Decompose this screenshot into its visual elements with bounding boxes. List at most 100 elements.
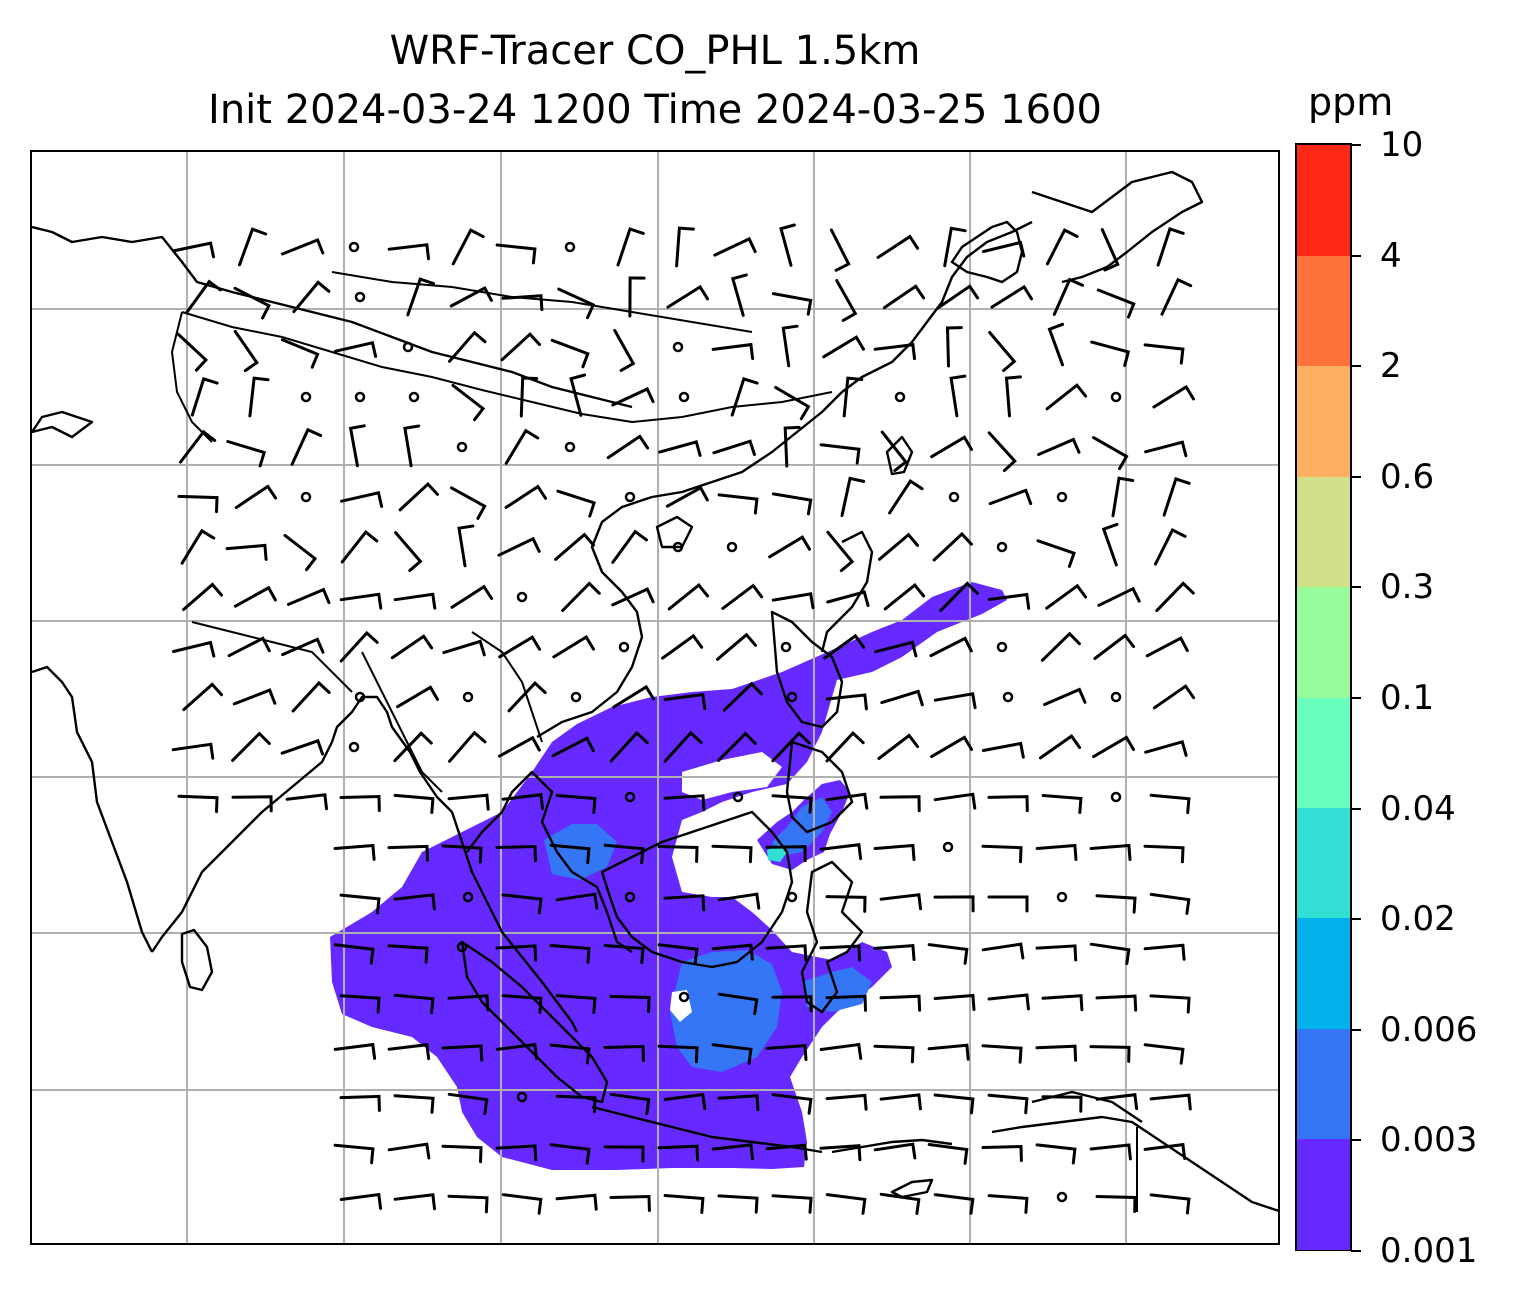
calm-wind-marker	[1056, 891, 1068, 903]
wind-barb	[1144, 440, 1188, 458]
wind-barb	[716, 632, 757, 661]
wind-barb	[340, 491, 384, 508]
wind-barb	[603, 1145, 645, 1163]
wind-barb	[823, 633, 866, 660]
wind-barb	[339, 630, 379, 663]
colorbar-segment	[1297, 255, 1350, 367]
wind-barb	[290, 427, 323, 466]
wind-barb	[185, 279, 222, 314]
wind-barb	[1041, 1095, 1083, 1113]
wind-barb	[990, 284, 1033, 309]
colorbar-tick-label: 0.006	[1380, 1009, 1478, 1050]
wind-barb	[609, 730, 649, 763]
calm-wind-marker	[348, 741, 360, 753]
wind-barb	[927, 1143, 969, 1165]
wind-barb	[1089, 843, 1132, 861]
wind-barb	[1004, 375, 1022, 418]
colorbar-tick	[1351, 254, 1361, 257]
wind-barb	[1090, 340, 1131, 367]
wind-barb	[1149, 994, 1191, 1014]
wind-barb	[1035, 843, 1078, 861]
wind-barb	[888, 479, 924, 515]
wind-barb	[1036, 539, 1076, 568]
wind-barb	[771, 1093, 813, 1115]
wind-barb	[177, 794, 219, 814]
wind-barb	[609, 1092, 651, 1116]
wind-barb	[1160, 277, 1193, 316]
wind-barb	[182, 682, 223, 712]
wind-barb	[1097, 586, 1141, 607]
wind-barb	[929, 636, 973, 658]
wind-barb	[1095, 994, 1138, 1012]
wind-barb	[825, 730, 865, 763]
wind-barb	[1143, 1043, 1185, 1065]
wind-barb	[661, 633, 704, 660]
wind-barb	[441, 1144, 483, 1164]
wind-barb	[285, 793, 328, 811]
wind-barb	[930, 735, 973, 759]
wind-barb	[987, 431, 1017, 472]
map-panel	[30, 150, 1280, 1245]
wind-barb	[333, 1042, 377, 1060]
wind-barb	[387, 944, 429, 964]
coast-china-south	[651, 391, 843, 499]
wind-barb	[819, 443, 861, 465]
wind-barb	[340, 529, 379, 564]
wind-barb	[1052, 277, 1084, 316]
wind-barb	[988, 331, 1017, 372]
colorbar-tick-label: 0.6	[1380, 456, 1435, 497]
wind-barb	[561, 581, 601, 612]
wind-barb	[180, 528, 216, 565]
map-title-line1: WRF-Tracer CO_PHL 1.5km	[389, 28, 921, 74]
wind-barb	[1162, 477, 1191, 517]
map-canvas	[32, 152, 1278, 1243]
wind-barb	[231, 731, 271, 762]
wind-barb	[1047, 322, 1065, 367]
wind-barb	[182, 582, 223, 611]
wind-barb	[765, 1143, 808, 1161]
border-himalaya	[191, 621, 353, 693]
wind-barb	[1143, 844, 1185, 864]
wind-barb	[339, 893, 381, 915]
wind-barb	[933, 1193, 975, 1215]
wind-barb	[1149, 1093, 1192, 1111]
wind-barb	[657, 1144, 700, 1162]
wind-barb	[1035, 1044, 1078, 1062]
wind-barb	[333, 843, 376, 861]
wind-barb	[556, 489, 596, 518]
colorbar-tick-label: 0.003	[1380, 1120, 1478, 1161]
wind-barb	[873, 343, 916, 361]
wind-barb	[280, 238, 325, 256]
wind-barb	[555, 994, 597, 1014]
wind-barb	[1143, 943, 1186, 961]
wind-barb	[292, 280, 331, 314]
colorbar-segment	[1297, 145, 1350, 256]
colorbar-tick	[1351, 1250, 1361, 1252]
calm-wind-marker	[624, 791, 636, 803]
wind-barb	[711, 342, 755, 360]
wind-barb	[387, 1142, 431, 1160]
wind-barb	[663, 894, 706, 912]
wind-barb	[771, 794, 813, 814]
colorbar-segment	[1297, 365, 1350, 477]
plume-mid-borneo	[670, 950, 782, 1072]
calm-wind-marker	[678, 991, 690, 1003]
wind-barb	[667, 582, 710, 611]
wind-barb	[711, 1143, 754, 1161]
wind-barb	[657, 845, 699, 863]
wind-barb	[711, 943, 754, 961]
calm-wind-marker	[300, 491, 312, 503]
wind-barb	[949, 374, 967, 418]
colorbar	[1295, 143, 1352, 1251]
calm-wind-marker	[354, 691, 366, 703]
wind-barb	[1041, 994, 1084, 1012]
wind-barb	[387, 243, 430, 261]
calm-wind-marker	[726, 541, 738, 553]
wind-barb	[1100, 228, 1120, 272]
calm-wind-marker	[516, 1091, 528, 1103]
wind-barb	[765, 944, 808, 962]
calm-wind-marker	[996, 641, 1008, 653]
wind-barb	[504, 428, 540, 465]
wind-barb	[1089, 1143, 1132, 1161]
coast-malay-peninsula	[450, 811, 579, 1033]
